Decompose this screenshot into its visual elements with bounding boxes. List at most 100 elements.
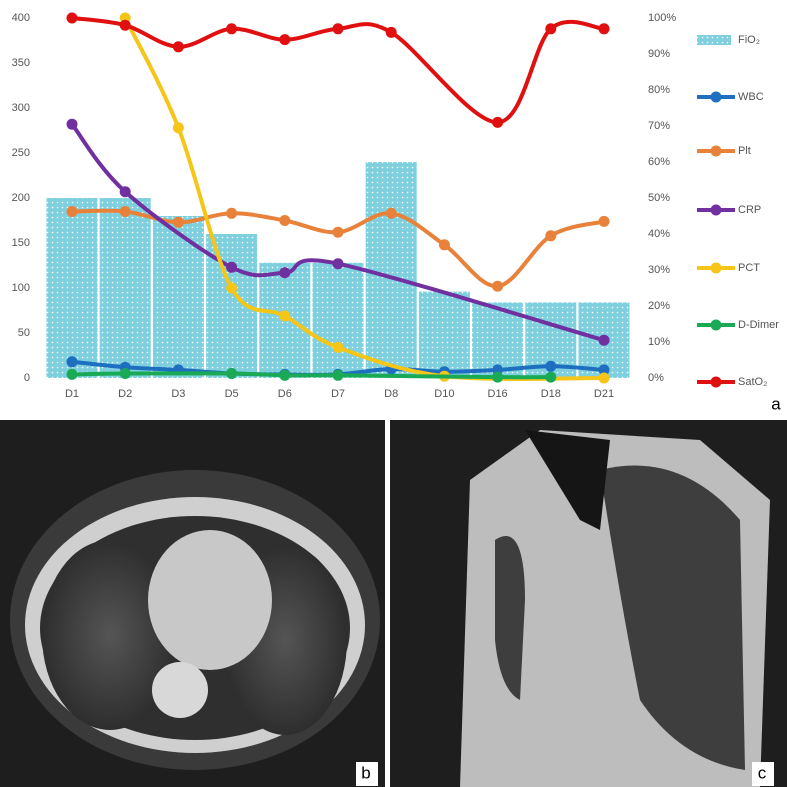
y2-tick-label: 90% <box>648 48 670 60</box>
x-tick-label: D3 <box>171 388 185 400</box>
marker <box>66 368 78 380</box>
legend-label: Plt <box>738 145 751 157</box>
bar <box>312 262 364 378</box>
marker <box>66 12 78 24</box>
bar <box>46 198 98 378</box>
marker <box>545 360 557 372</box>
y-tick-label: 0 <box>24 372 30 384</box>
marker <box>385 207 397 219</box>
marker <box>172 122 184 134</box>
bar <box>99 198 151 378</box>
lines <box>66 12 610 384</box>
marker <box>385 26 397 38</box>
bar <box>365 162 417 378</box>
y2-tick-label: 50% <box>648 192 670 204</box>
y-tick-label: 100 <box>12 282 30 294</box>
legend-swatch <box>710 145 722 157</box>
marker <box>492 116 504 128</box>
legend-swatch <box>710 204 722 216</box>
marker <box>279 267 291 279</box>
marker <box>279 369 291 381</box>
marker <box>438 239 450 251</box>
marker <box>598 23 610 35</box>
y-tick-label: 150 <box>12 237 30 249</box>
marker <box>66 206 78 217</box>
legend-label: CRP <box>738 204 761 216</box>
marker <box>332 369 344 381</box>
bar <box>418 291 470 378</box>
y-tick-label: 200 <box>12 192 30 204</box>
bar <box>152 216 204 378</box>
marker <box>119 186 131 198</box>
panel-label: c <box>758 763 767 782</box>
marker <box>66 356 78 368</box>
x-tick-label: D8 <box>384 388 398 400</box>
x-tick-label: D16 <box>488 388 508 400</box>
marker <box>226 282 238 294</box>
marker <box>172 41 184 53</box>
x-tick-label: D10 <box>434 388 454 400</box>
legend-swatch <box>697 35 731 45</box>
marker <box>598 364 610 376</box>
x-tick-label: D21 <box>594 388 614 400</box>
marker <box>332 23 344 35</box>
y2-tick-label: 30% <box>648 264 670 276</box>
y2-tick-label: 100% <box>648 12 676 24</box>
marker <box>279 310 291 322</box>
marker <box>226 207 238 219</box>
marker <box>332 226 344 238</box>
legend-swatch <box>710 319 722 331</box>
x-tick-label: D2 <box>118 388 132 400</box>
ct-sagittal <box>390 420 787 787</box>
chart: 0 50 100 150 200 250 300 350 400 0% 10% 20% 30% 40% 50… <box>12 12 780 400</box>
marker <box>119 368 131 379</box>
legend-swatch <box>710 262 722 274</box>
marker <box>598 334 610 346</box>
marker <box>492 280 504 292</box>
legend-label: D-Dimer <box>738 319 779 331</box>
ct-axial <box>0 420 385 787</box>
x-tick-label: D1 <box>65 388 79 400</box>
panel-label: b <box>361 763 370 782</box>
y-tick-label: 250 <box>12 147 30 159</box>
marker <box>598 215 610 227</box>
marker <box>492 371 504 383</box>
marker <box>226 23 238 35</box>
y-tick-label: 50 <box>18 327 30 339</box>
legend-label: PCT <box>738 262 760 274</box>
marker <box>545 23 557 35</box>
legend-label: SatO₂ <box>738 376 767 388</box>
y2-tick-label: 70% <box>648 120 670 132</box>
y2-tick-label: 40% <box>648 228 670 240</box>
legend-label: WBC <box>738 91 764 103</box>
marker <box>279 215 291 226</box>
x-tick-label: D5 <box>225 388 239 400</box>
marker <box>332 341 344 353</box>
y-tick-label: 350 <box>12 57 30 69</box>
y2-tick-label: 60% <box>648 156 670 168</box>
marker <box>545 371 557 383</box>
marker <box>598 372 610 384</box>
marker <box>226 261 238 273</box>
marker <box>226 368 238 379</box>
marker <box>332 258 344 270</box>
y2-tick-label: 80% <box>648 84 670 96</box>
marker <box>119 19 131 31</box>
marker <box>172 216 184 228</box>
x-tick-label: D7 <box>331 388 345 400</box>
panel-label-box <box>752 762 774 786</box>
y-tick-label: 400 <box>12 12 30 24</box>
marker <box>279 34 291 46</box>
y2-tick-label: 20% <box>648 300 670 312</box>
marker <box>545 230 557 242</box>
x-tick-label: D6 <box>278 388 292 400</box>
y2-tick-label: 10% <box>648 336 670 348</box>
legend-label: FiO₂ <box>738 34 760 46</box>
panel-label: a <box>771 394 781 413</box>
x-tick-label: D18 <box>541 388 561 400</box>
y-tick-label: 300 <box>12 102 30 114</box>
legend-swatch <box>710 91 722 103</box>
y2-tick-label: 0% <box>648 372 664 384</box>
panel-label-box <box>356 762 378 786</box>
